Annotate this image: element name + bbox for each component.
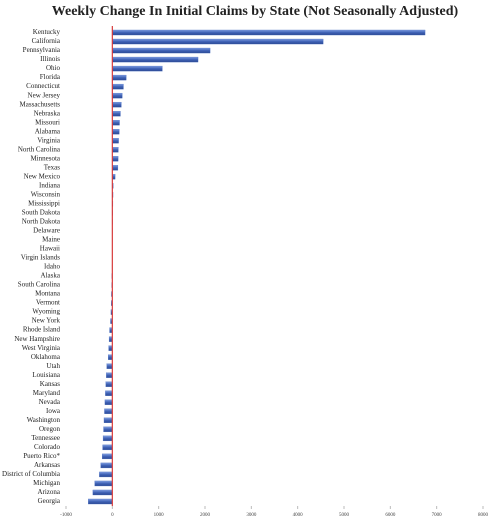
- y-tick-label: Minnesota: [30, 154, 60, 162]
- x-tick-label: 8000: [478, 513, 489, 518]
- x-tick-label: 7000: [432, 513, 443, 518]
- y-tick-label: New Hampshire: [14, 335, 60, 343]
- bar: [104, 399, 113, 405]
- bar: [104, 408, 113, 414]
- y-tick-label: Maryland: [33, 389, 61, 397]
- y-tick-label: Kentucky: [33, 28, 61, 36]
- y-tick-label: Montana: [35, 290, 61, 298]
- bar: [112, 74, 127, 81]
- bar: [103, 417, 113, 423]
- y-tick-label: Georgia: [38, 497, 61, 505]
- bar: [94, 480, 113, 487]
- y-tick-label: Delaware: [33, 227, 60, 235]
- y-tick-label: Arkansas: [34, 461, 60, 469]
- bar: [112, 83, 124, 90]
- x-tick-label: 3000: [246, 513, 257, 518]
- y-tick-label: Connecticut: [26, 82, 60, 90]
- y-tick-label: West Virginia: [22, 344, 61, 352]
- y-tick-label: Louisiana: [32, 371, 60, 379]
- x-tick-label: 4000: [293, 513, 304, 518]
- y-tick-label: Kansas: [40, 380, 60, 388]
- y-tick-label: Oklahoma: [31, 353, 61, 361]
- bar: [112, 92, 123, 99]
- y-tick-label: Iowa: [46, 407, 61, 415]
- bar: [106, 372, 113, 378]
- bar: [112, 47, 211, 54]
- y-tick-label: Florida: [40, 73, 61, 81]
- bar: [112, 147, 119, 153]
- bar: [100, 462, 113, 469]
- y-tick-label: Michigan: [33, 479, 60, 487]
- y-tick-label: Virgin Islands: [21, 254, 61, 262]
- x-tick-label: -1000: [60, 513, 72, 518]
- bar: [101, 453, 113, 460]
- y-tick-label: New Mexico: [24, 172, 61, 180]
- y-tick-label: Idaho: [44, 263, 60, 271]
- bar: [105, 390, 113, 396]
- y-tick-label: Washington: [27, 416, 61, 424]
- y-tick-label: Puerto Rico*: [23, 452, 60, 460]
- y-tick-label: Nebraska: [34, 109, 61, 117]
- chart-title: Weekly Change In Initial Claims by State…: [52, 4, 459, 19]
- bar: [102, 435, 113, 442]
- bar: [112, 101, 122, 108]
- bar: [102, 444, 113, 451]
- y-tick-label: Pennsylvania: [23, 46, 61, 54]
- bar: [106, 363, 113, 369]
- y-tick-label: New York: [32, 317, 61, 325]
- bar: [92, 489, 113, 496]
- y-tick-label: Arizona: [37, 488, 60, 496]
- y-tick-label: Hawaii: [40, 245, 60, 253]
- bar: [112, 138, 119, 144]
- y-tick-label: New Jersey: [28, 91, 61, 99]
- y-tick-label: District of Columbia: [2, 470, 61, 478]
- y-tick-label: South Carolina: [18, 281, 61, 289]
- y-tick-label: Texas: [44, 163, 61, 171]
- y-tick-label: South Dakota: [22, 208, 61, 216]
- bar: [108, 354, 113, 360]
- y-tick-label: Rhode Island: [23, 326, 61, 334]
- y-tick-label: Colorado: [34, 443, 61, 451]
- y-tick-label: Virginia: [37, 136, 61, 144]
- y-tick-label: Alaska: [41, 272, 61, 280]
- bar: [112, 111, 121, 117]
- bar: [112, 156, 119, 162]
- y-tick-label: Oregon: [39, 425, 60, 433]
- y-tick-label: Wisconsin: [31, 190, 61, 198]
- bar: [112, 29, 426, 36]
- y-tick-label: Missouri: [35, 118, 60, 126]
- y-tick-label: Wyoming: [32, 308, 60, 316]
- x-tick-label: 1000: [154, 513, 165, 518]
- y-tick-label: Indiana: [39, 181, 61, 189]
- y-tick-label: Illinois: [40, 55, 60, 63]
- y-tick-label: North Carolina: [18, 145, 61, 153]
- y-tick-label: Tennessee: [31, 434, 60, 442]
- bar: [88, 498, 113, 505]
- x-tick-label: 0: [111, 513, 114, 518]
- bar: [112, 56, 199, 63]
- x-tick-label: 5000: [339, 513, 350, 518]
- x-tick-label: 2000: [200, 513, 211, 518]
- bar: [112, 129, 120, 135]
- bar: [112, 165, 119, 171]
- x-tick-label: 6000: [385, 513, 396, 518]
- y-tick-label: Utah: [46, 362, 60, 370]
- y-tick-label: Mississippi: [28, 199, 60, 207]
- bar: [105, 381, 113, 387]
- y-tick-label: Vermont: [36, 299, 60, 307]
- y-tick-label: Alabama: [35, 127, 61, 135]
- bar: [112, 38, 324, 45]
- bar: [112, 65, 163, 72]
- y-tick-label: Massachusetts: [20, 100, 61, 108]
- bar: [103, 426, 113, 433]
- y-tick-label: Nevada: [39, 398, 61, 406]
- y-tick-label: Maine: [42, 236, 60, 244]
- y-tick-label: North Dakota: [22, 218, 61, 226]
- bar: [112, 120, 120, 126]
- y-tick-label: Ohio: [46, 64, 61, 72]
- y-tick-label: California: [32, 37, 61, 45]
- bar: [99, 471, 113, 478]
